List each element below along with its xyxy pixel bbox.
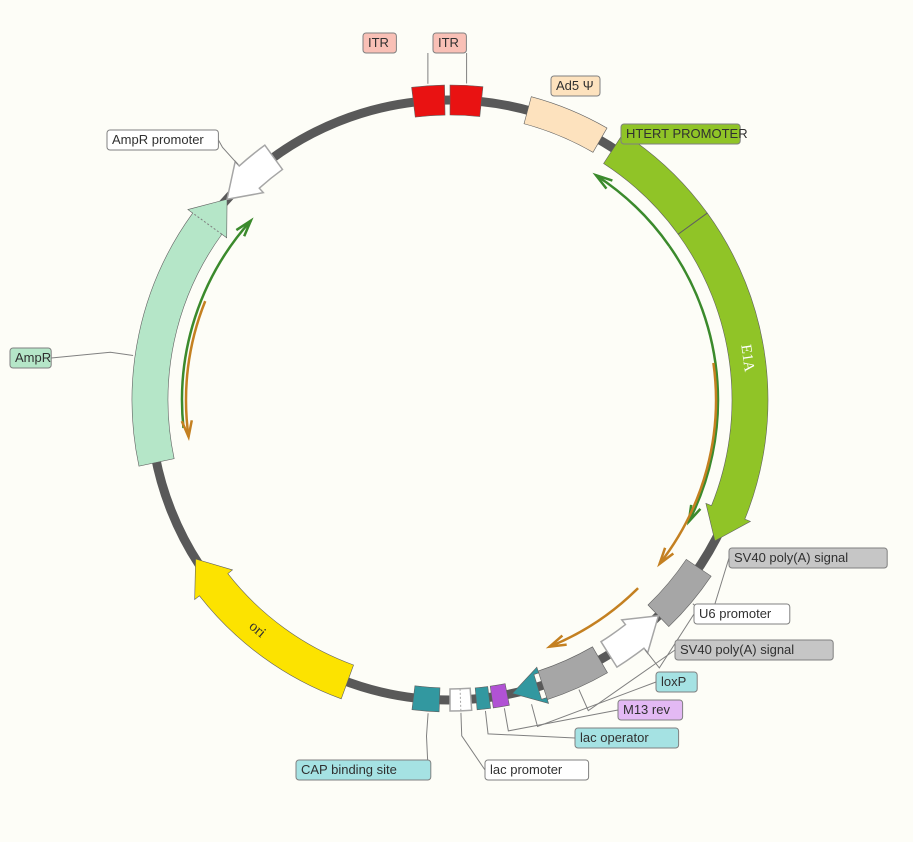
feature-itr2 [450,85,483,117]
feature-ampr [132,199,227,466]
leader-m13 [504,708,618,731]
feature-sv40b [538,647,607,700]
leader-lacop [485,711,575,738]
feature-lacprom [450,688,472,711]
label-text-amprprom: AmpR promoter [112,132,204,147]
direction-arrows-group [182,175,718,646]
label-text-u6: U6 promoter [699,606,772,621]
leader-ampr [51,352,133,358]
leader-amprprom [218,140,237,164]
label-text-ampr: AmpR [15,350,51,365]
label-text-lacprom: lac promoter [490,762,563,777]
label-text-loxp: loxP [661,674,686,689]
label-text-htert: HTERT PROMOTER [626,126,748,141]
feature-lacop [475,687,490,710]
label-text-lacop: lac operator [580,730,649,745]
arr_e1a_o [660,363,716,564]
feature-htert [604,133,708,234]
arr_ampr_o [186,301,205,437]
label-text-sv40a: SV40 poly(A) signal [734,550,848,565]
feature-ad5 [524,97,607,153]
feature-e1a [678,213,768,541]
feature-u6 [601,616,658,667]
label-text-itr2: ITR [438,35,459,50]
feature-ori [195,559,354,699]
leader-lacprom [461,713,485,770]
plasmid-map: E1Aori ITR ITR Ad5 Ψ HTERT PROMOTER SV40 poly… [0,0,913,842]
label-text-cap: CAP binding site [301,762,397,777]
feature-itr1 [412,85,445,117]
features-group: E1Aori [132,85,768,712]
label-text-ad5: Ad5 Ψ [556,78,594,93]
label-text-sv40b: SV40 poly(A) signal [680,642,794,657]
label-text-m13: M13 rev [623,702,670,717]
feature-m13 [490,684,509,708]
label-text-itr1: ITR [368,35,389,50]
feature-cap [412,686,440,712]
